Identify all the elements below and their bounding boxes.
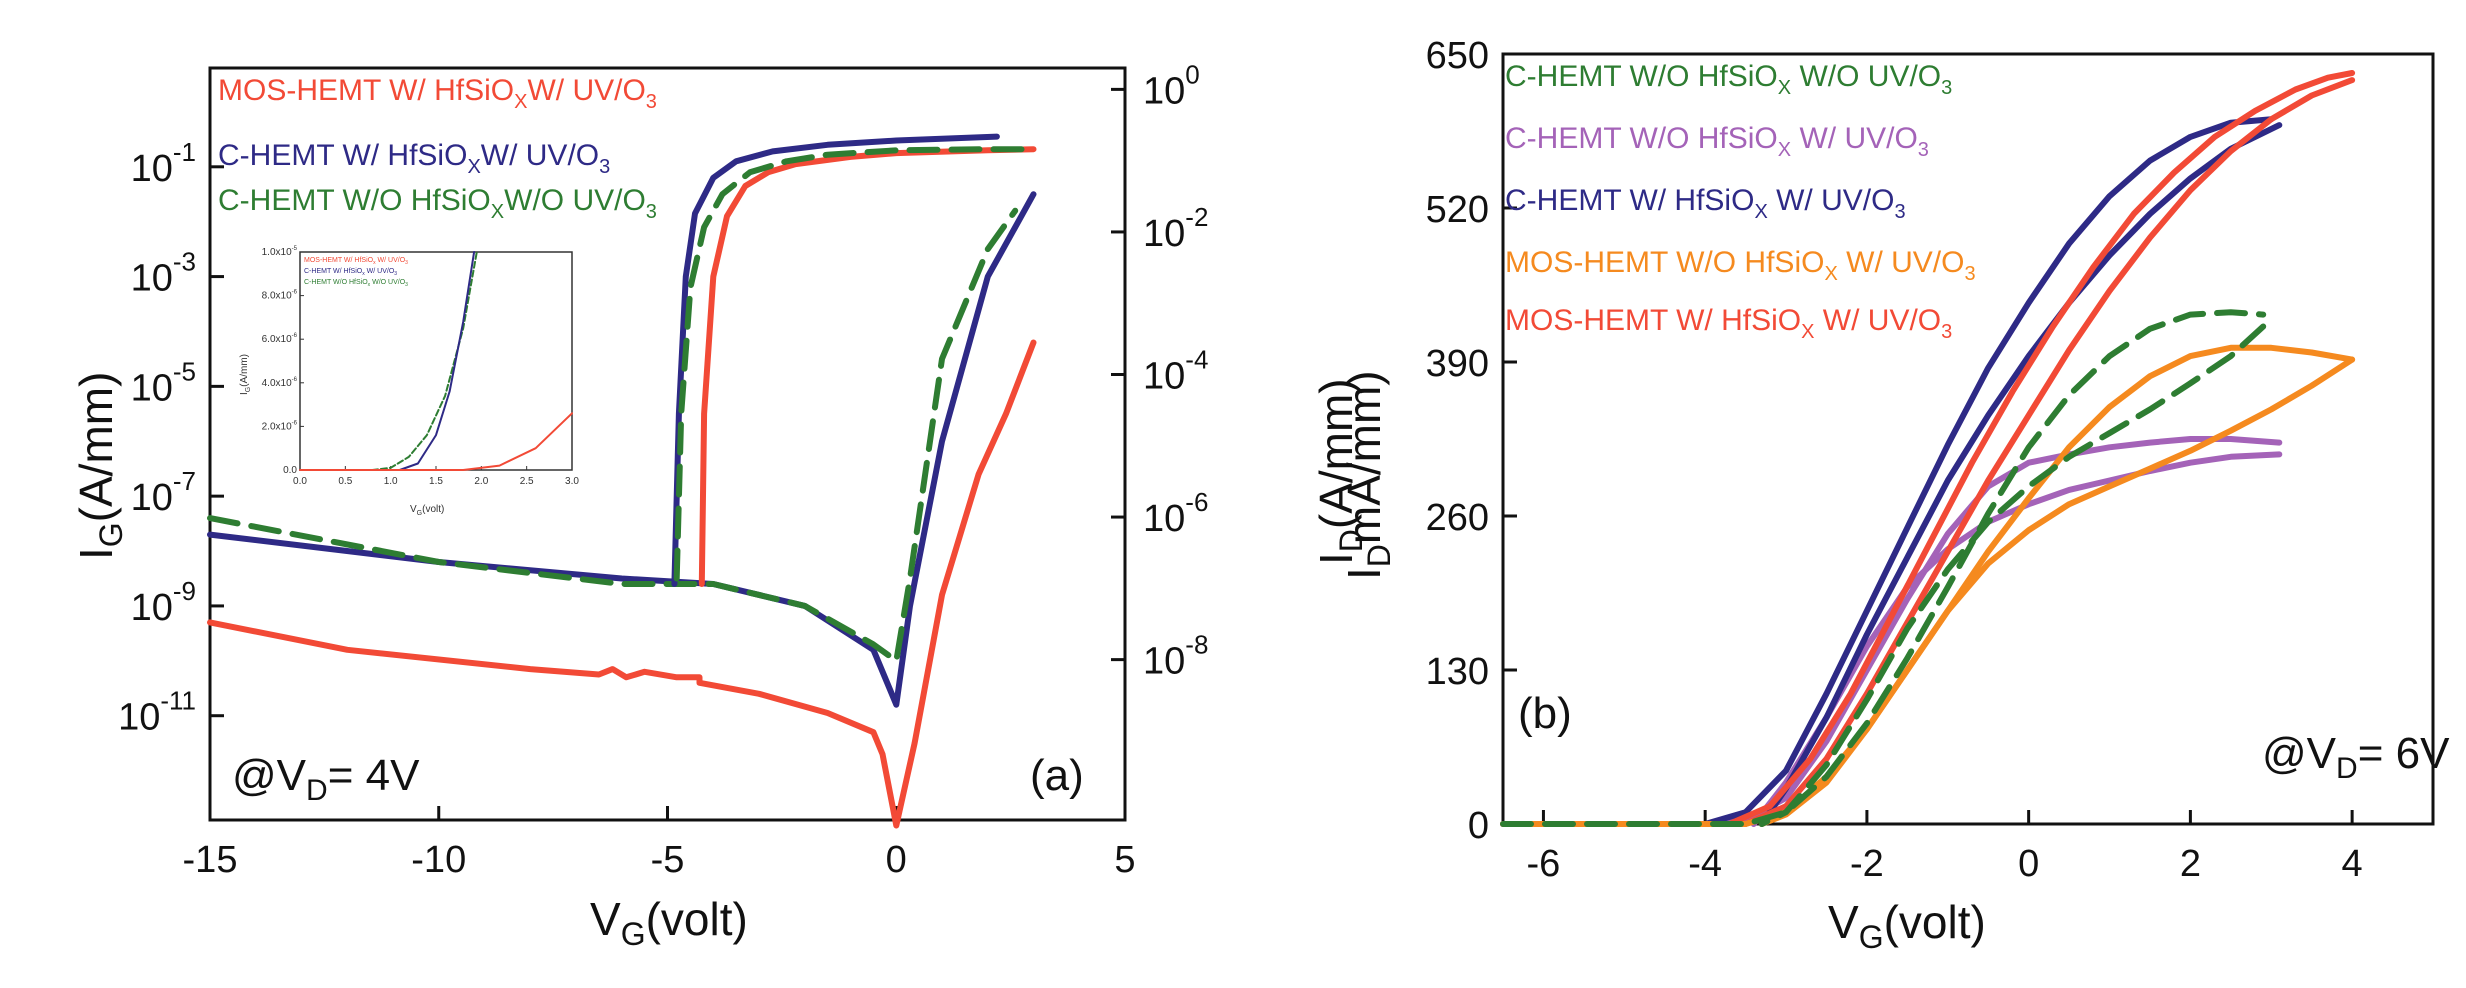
panel-a-y-left-tick-label: 10-9 [131, 576, 196, 629]
panel-b-curves [1500, 70, 2356, 827]
panel-b-y-tick-label: 650 [1426, 35, 1489, 77]
panel-b-frame [1501, 52, 2435, 826]
panel-b-y-tick-label: 260 [1426, 497, 1489, 539]
panel-b-series-mos-hemt-w-hfsiox-w-uv-o3-reverse [1742, 77, 2356, 827]
inset-ticks: 0.0 0.5 1.0 1.5 2.0 2.5 3.0 0.0 2.0x10-6 4.0x10-6… [262, 246, 580, 487]
panel-a-series-c-hemt-w-o-hfsiox-w-o-uv-o3-ig [207, 207, 1019, 664]
panel-a-x-tick-label: 0 [886, 839, 907, 881]
panel-b-y-tick-label: 390 [1426, 343, 1489, 385]
inset-x-tick-label: 0.5 [338, 476, 352, 487]
inset-y-tick-label: 6.0x10-6 [262, 333, 298, 345]
panel-a-x-tick-label: 5 [1114, 839, 1135, 881]
panel-b-series-c-hemt-w-hfsiox-w-uv-o3-forward [1500, 116, 2275, 827]
panel-a-annotation: @VD= 4V [232, 751, 420, 807]
panel-a-series-c-hemt-w-o-hfsiox-w-o-uv-o3-id [673, 146, 1037, 582]
panel-a-y-left-tick-label: 10-5 [131, 356, 196, 409]
panel-a-y-left-tick-label: 10-7 [131, 466, 196, 519]
panel-a-y-right-tick-label: 10-2 [1143, 202, 1208, 255]
panel-b-y-tick-label: 130 [1426, 651, 1489, 693]
panel-a-series-mos-hemt-w-hfsiox-w-uv-o3-ig [207, 339, 1037, 829]
panel-b-x-tick-label: -2 [1850, 843, 1884, 885]
panel-a-series-c-hemt-w-hfsiox-w-uv-o3-ig [207, 191, 1037, 708]
panel-b-series-c-hemt-w-hfsiox-w-uv-o3-reverse [1758, 122, 2283, 827]
panel-b-series-mos-hemt-w-o-hfsiox-w-uv-o3-reverse [1758, 356, 2356, 827]
panel-b-x-ticks: -6 -4 -2 0 2 4 [1527, 810, 2363, 885]
panel-b: -6 -4 -2 0 2 4 0 130 260 390 520 650 VG(volt) IDmA… [1338, 35, 2450, 955]
panel-b-legend-entry-c-hemt-w-w: C-HEMT W/ HfSiOX W/ UV/O3 [1505, 184, 1906, 223]
inset-legend: MOS-HEMT W/ HfSiOx W/ UV/O3 C-HEMT W/ Hf… [304, 257, 408, 288]
panel-a-legend-entry-c-hemt-w: C-HEMT W/ HfSiOXW/ UV/O3 [218, 139, 610, 178]
inset-curves [299, 251, 573, 471]
inset-series-mos-hemt-w [299, 412, 573, 471]
inset-y-tick-label: 4.0x10-6 [262, 377, 298, 389]
panel-b-x-tick-label: -6 [1527, 843, 1561, 885]
panel-b-y-tick-label: 0 [1468, 805, 1489, 847]
panel-a-legend: MOS-HEMT W/ HfSiOXW/ UV/O3 C-HEMT W/ HfS… [218, 74, 657, 223]
inset-x-tick-label: 0.0 [293, 476, 307, 487]
inset-y-tick-label: 1.0x10-5 [262, 246, 298, 258]
panel-a-y-right-tick-label: 100 [1143, 59, 1200, 112]
panel-a-y-left-tick-label: 10-1 [131, 137, 196, 190]
panel-a-x-tick-label: -10 [411, 839, 466, 881]
panel-a-y-right-label: ID(A/mm) [1310, 378, 1369, 565]
panel-a-inset: 0.0 0.5 1.0 1.5 2.0 2.5 3.0 0.0 2.0x10-6 4.0x10-6… [239, 246, 579, 517]
panel-a-y-left-tick-label: 10-3 [131, 247, 196, 300]
panel-a-label: (a) [1030, 751, 1084, 800]
panel-a-curves [207, 133, 1037, 829]
panel-a-y-right-ticks: 100 10-2 10-4 10-6 10-8 [1111, 59, 1208, 683]
panel-b-x-tick-label: -4 [1688, 843, 1722, 885]
panel-b-label: (b) [1518, 689, 1572, 738]
inset-x-axis-label: VG(volt) [410, 504, 444, 517]
inset-legend-entry-c-hemt-wo: C-HEMT W/O HfSiOx W/O UV/O3 [304, 279, 408, 288]
panel-a-x-axis-label: VG(volt) [590, 893, 748, 952]
panel-a-x-tick-label: -15 [183, 839, 238, 881]
panel-a-legend-entry-c-hemt-wo: C-HEMT W/O HfSiOXW/O UV/O3 [218, 184, 657, 223]
panel-b-legend-entry-c-hemt-wo-w: C-HEMT W/O HfSiOX W/ UV/O3 [1505, 122, 1929, 161]
inset-y-tick-label: 2.0x10-6 [262, 420, 298, 432]
inset-x-tick-label: 2.5 [520, 476, 534, 487]
panel-b-series-mos-hemt-w-hfsiox-w-uv-o3-forward [1500, 70, 2356, 827]
panel-b-y-tick-label: 520 [1426, 189, 1489, 231]
inset-legend-entry-c-hemt-w: C-HEMT W/ HfSiOx W/ UV/O3 [304, 268, 397, 277]
panel-a-y-left-label: IG(A/mm) [70, 372, 129, 560]
panel-a-y-right-tick-label: 10-6 [1143, 487, 1208, 540]
panel-b-legend: C-HEMT W/O HfSiOX W/O UV/O3 C-HEMT W/O H… [1505, 60, 1976, 343]
panel-b-y-ticks: 0 130 260 390 520 650 [1426, 35, 1517, 847]
panel-a: -15 -10 -5 0 5 10-1 10-3 10-5 10-7 10-9 10-11 100… [70, 59, 1369, 952]
panel-a-x-ticks: -15 -10 -5 0 5 [183, 806, 1136, 881]
panel-a-legend-entry-mos-hemt: MOS-HEMT W/ HfSiOXW/ UV/O3 [218, 74, 657, 113]
panel-b-x-tick-label: 2 [2180, 843, 2201, 885]
panel-b-y-axis-label: IDmA/mm) [1338, 370, 1397, 580]
inset-y-tick-label: 8.0x10-6 [262, 290, 298, 302]
panel-a-y-right-tick-label: 10-8 [1143, 630, 1208, 683]
panel-a-x-tick-label: -5 [651, 839, 685, 881]
inset-x-tick-label: 2.0 [474, 476, 488, 487]
panel-a-y-left-tick-label: 10-11 [118, 686, 196, 739]
panel-b-legend-entry-mos-hemt-wo-w: MOS-HEMT W/O HfSiOX W/ UV/O3 [1505, 246, 1976, 285]
inset-x-tick-label: 1.0 [384, 476, 398, 487]
panel-b-legend-entry-c-hemt-wo-wo: C-HEMT W/O HfSiOX W/O UV/O3 [1505, 60, 1952, 99]
panel-b-x-tick-label: 0 [2018, 843, 2039, 885]
inset-x-tick-label: 3.0 [565, 476, 579, 487]
inset-y-axis-label: IG(A/mm) [239, 354, 252, 395]
panel-a-y-right-tick-label: 10-4 [1143, 345, 1208, 398]
panel-a-series-c-hemt-w-hfsiox-w-uv-o3-id [671, 133, 1000, 587]
panel-b-annotation: @VD= 6V [2262, 729, 2450, 785]
inset-legend-entry-mos-hemt: MOS-HEMT W/ HfSiOx W/ UV/O3 [304, 257, 408, 266]
inset-x-tick-label: 1.5 [429, 476, 443, 487]
inset-y-tick-label: 0.0 [283, 465, 297, 476]
panel-b-x-tick-label: 4 [2342, 843, 2363, 885]
panel-a-y-left-ticks: 10-1 10-3 10-5 10-7 10-9 10-11 [118, 137, 224, 739]
panel-b-series-c-hemt-w-o-hfsiox-w-o-uv-o3-reverse [1758, 323, 2267, 827]
panel-b-x-axis-label: VG(volt) [1828, 896, 1986, 955]
panel-b-legend-entry-mos-hemt-w-w: MOS-HEMT W/ HfSiOX W/ UV/O3 [1505, 304, 1952, 343]
